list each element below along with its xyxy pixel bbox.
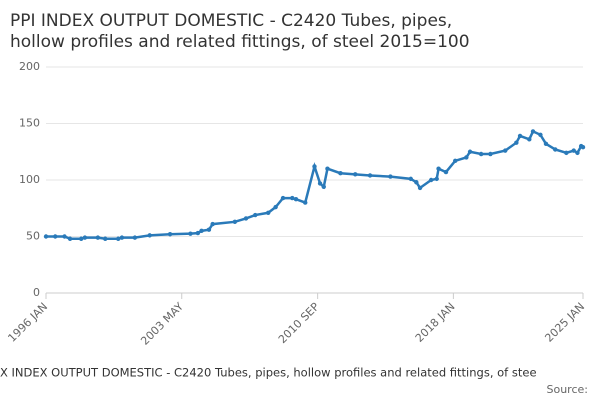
- x-tick-label: 1996 JAN: [5, 300, 50, 345]
- data-point: [443, 169, 449, 175]
- data-point: [317, 181, 323, 186]
- x-tick-label: 2018 JAN: [413, 300, 458, 345]
- data-point: [119, 235, 125, 240]
- data-point: [266, 210, 271, 215]
- data-point: [62, 234, 67, 239]
- data-point: [325, 166, 330, 171]
- data-point: [338, 171, 343, 176]
- data-point: [408, 176, 413, 182]
- data-point: [436, 166, 441, 171]
- data-point: [232, 219, 238, 225]
- data-line: [46, 129, 584, 241]
- data-point: [43, 234, 49, 239]
- data-point: [199, 228, 204, 234]
- data-point: [188, 231, 193, 236]
- data-point: [312, 164, 317, 169]
- chart-title: PPI INDEX OUTPUT DOMESTIC - C2420 Tubes,…: [10, 11, 452, 31]
- caption: X INDEX OUTPUT DOMESTIC - C2420 Tubes, p…: [0, 366, 537, 380]
- chart-title: hollow profiles and related fittings, of…: [10, 32, 470, 52]
- data-point: [290, 195, 295, 201]
- data-point: [564, 150, 569, 156]
- data-point: [580, 145, 586, 150]
- data-point: [195, 230, 201, 236]
- x-tick-label: 2010 SEP: [276, 300, 322, 346]
- data-point: [243, 216, 249, 221]
- data-point: [132, 235, 138, 240]
- data-point: [367, 173, 373, 178]
- data-point: [571, 148, 576, 153]
- y-tick-label: 150: [19, 117, 40, 130]
- y-tick-label: 200: [19, 60, 40, 73]
- x-tick-label: 2025 JAN: [542, 300, 587, 345]
- data-point: [293, 197, 299, 202]
- data-point: [414, 180, 419, 185]
- data-point: [167, 232, 173, 237]
- data-point: [553, 147, 558, 152]
- data-point: [280, 195, 286, 201]
- data-point: [530, 129, 536, 134]
- data-point: [353, 172, 358, 177]
- data-point: [453, 158, 458, 163]
- data-point: [53, 234, 58, 239]
- data-point: [303, 200, 308, 205]
- data-point: [434, 176, 439, 182]
- data-point: [527, 137, 532, 142]
- x-tick-label: 2003 MAY: [138, 300, 186, 348]
- data-point: [543, 141, 549, 147]
- y-tick-label: 100: [19, 173, 40, 186]
- data-point: [253, 212, 258, 218]
- source: Source:: [547, 383, 589, 396]
- data-point: [67, 236, 73, 241]
- data-point: [273, 204, 278, 210]
- data-point: [503, 148, 508, 153]
- data-point: [488, 151, 493, 157]
- data-point: [417, 185, 423, 191]
- data-point: [116, 236, 121, 241]
- data-point: [78, 236, 84, 241]
- data-point: [514, 140, 519, 145]
- data-point: [103, 236, 108, 241]
- data-point: [575, 150, 580, 156]
- y-tick-label: 0: [33, 286, 40, 299]
- data-point: [388, 174, 393, 179]
- data-point: [210, 221, 215, 227]
- data-point: [467, 149, 473, 154]
- data-point: [538, 132, 543, 137]
- y-tick-label: 50: [26, 230, 40, 243]
- data-point: [428, 177, 434, 183]
- data-point: [464, 155, 469, 160]
- data-point: [82, 235, 88, 240]
- data-point: [206, 227, 212, 232]
- data-point: [147, 233, 152, 238]
- data-point: [517, 133, 523, 139]
- data-point: [321, 184, 326, 189]
- data-point: [478, 151, 484, 157]
- data-point: [95, 235, 101, 240]
